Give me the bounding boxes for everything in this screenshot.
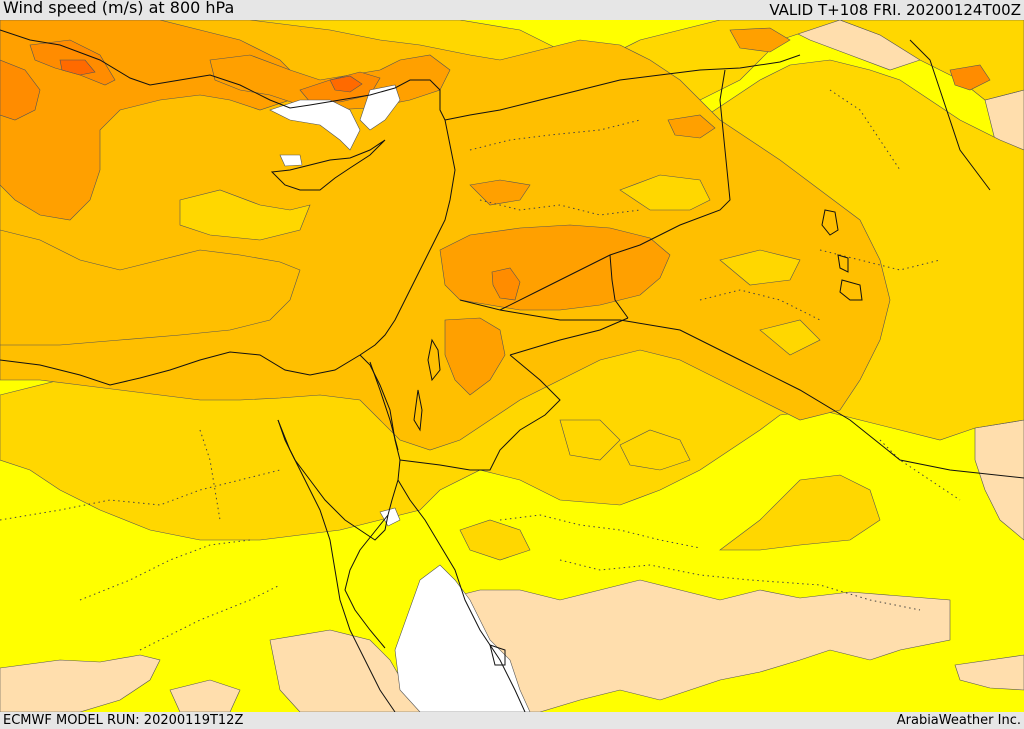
- footer-bar: ECMWF MODEL RUN: 20200119T12Z ArabiaWeat…: [0, 712, 1024, 729]
- wind-speed-map: [0, 20, 1024, 712]
- red-orange-level: [59, 59, 363, 93]
- calm-sea: [269, 84, 531, 712]
- credit: ArabiaWeather Inc.: [896, 713, 1021, 728]
- model-run: ECMWF MODEL RUN: 20200119T12Z: [3, 713, 244, 728]
- valid-time: VALID T+108 FRI. 20200124T00Z: [769, 1, 1021, 19]
- header-bar: Wind speed (m/s) at 800 hPa VALID T+108 …: [0, 0, 1024, 20]
- map-panel: [0, 20, 1024, 712]
- amber-level: [0, 20, 891, 461]
- borders-coastlines: [0, 29, 1024, 712]
- admin-lines: [0, 89, 961, 651]
- map-title: Wind speed (m/s) at 800 hPa: [3, 0, 235, 17]
